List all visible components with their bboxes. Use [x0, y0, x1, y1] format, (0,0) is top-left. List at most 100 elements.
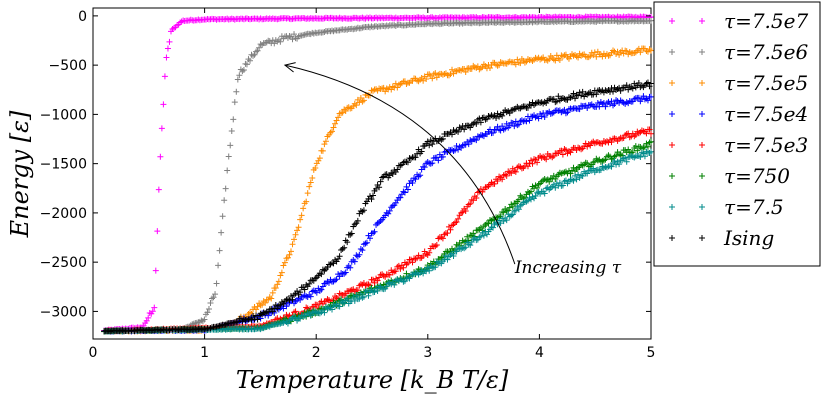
y-tick-label: −3000 — [40, 304, 87, 320]
data-point — [442, 252, 449, 259]
data-point — [641, 153, 648, 160]
data-point — [449, 131, 456, 138]
data-point — [374, 277, 381, 284]
legend-entry: τ=7.5e5 — [669, 71, 808, 95]
data-point — [426, 267, 433, 274]
data-point — [278, 269, 285, 276]
data-point — [494, 178, 501, 185]
data-point — [555, 93, 562, 100]
data-point — [622, 154, 629, 161]
legend-label: τ=7.5e5 — [724, 71, 808, 95]
annotation-text: Increasing τ — [514, 258, 622, 278]
data-point — [646, 126, 653, 133]
data-point — [637, 49, 644, 56]
data-point — [584, 160, 591, 167]
data-point — [467, 242, 474, 249]
data-point — [401, 278, 408, 285]
data-point — [294, 288, 301, 295]
data-point — [591, 49, 598, 56]
data-point — [616, 161, 623, 168]
data-point — [216, 247, 223, 254]
data-point — [292, 314, 299, 321]
data-point — [559, 151, 566, 158]
legend-entry: τ=7.5e6 — [669, 40, 808, 64]
legend-entry: τ=7.5e3 — [669, 133, 808, 157]
data-point — [356, 251, 363, 258]
data-point — [262, 299, 269, 306]
data-point — [623, 48, 630, 55]
data-point — [348, 230, 355, 237]
data-point — [576, 106, 583, 113]
data-point — [224, 167, 231, 174]
data-point — [254, 316, 261, 323]
data-point — [286, 251, 293, 258]
data-point — [161, 73, 168, 80]
data-point — [541, 190, 548, 197]
data-point — [363, 239, 370, 246]
data-point — [356, 99, 363, 106]
data-point — [564, 109, 571, 116]
data-point — [205, 306, 212, 313]
data-point — [404, 186, 411, 193]
data-point — [259, 301, 266, 308]
data-point — [149, 308, 156, 315]
legend-marker — [669, 142, 675, 148]
data-point — [289, 241, 296, 248]
data-point — [506, 204, 513, 211]
x-tick-label: 1 — [200, 345, 209, 361]
data-point — [591, 158, 598, 165]
data-point — [215, 262, 222, 269]
data-point — [204, 309, 211, 316]
data-point — [532, 193, 539, 200]
data-point — [268, 295, 275, 302]
data-point — [429, 160, 436, 167]
legend: τ=7.5e7 τ=7.5e6 τ=7.5e5 τ=7.5e4 τ=7.5e3 τ=750… — [653, 1, 821, 267]
data-point — [300, 205, 307, 212]
data-point — [357, 95, 364, 102]
data-point — [325, 279, 332, 286]
legend-label: τ=7.5 — [724, 195, 784, 219]
legend-marker — [699, 142, 705, 148]
legend-entries: τ=7.5e7 τ=7.5e6 τ=7.5e5 τ=7.5e4 τ=7.5e3 τ=750… — [669, 9, 808, 250]
legend-label: τ=7.5e7 — [724, 9, 808, 33]
data-point — [319, 147, 326, 154]
data-point — [526, 117, 533, 124]
annotation-arrow — [284, 64, 516, 265]
legend-marker — [699, 235, 705, 241]
data-point — [575, 54, 582, 61]
data-point — [321, 309, 328, 316]
data-point — [503, 120, 510, 127]
data-point — [631, 80, 638, 87]
data-point — [287, 292, 294, 299]
x-tick-label: 4 — [535, 345, 544, 361]
data-point — [354, 217, 361, 224]
data-point — [329, 128, 336, 135]
data-point — [611, 158, 618, 165]
data-point — [439, 153, 446, 160]
data-point — [297, 296, 304, 303]
y-tick-label: −2000 — [40, 206, 87, 222]
data-point — [511, 123, 518, 130]
data-point — [329, 306, 336, 313]
legend-marker — [669, 235, 675, 241]
data-point — [493, 115, 500, 122]
data-point — [420, 77, 427, 84]
y-tick-label: −2500 — [40, 255, 87, 271]
data-point — [365, 292, 372, 299]
legend-marker — [699, 49, 705, 55]
data-point — [269, 308, 276, 315]
data-point — [558, 147, 565, 154]
data-point — [490, 224, 497, 231]
data-point — [515, 196, 522, 203]
data-point — [246, 57, 253, 64]
data-point — [453, 218, 460, 225]
legend-box — [653, 1, 821, 267]
data-point — [275, 278, 282, 285]
legend-label: Ising — [723, 226, 774, 250]
data-point — [313, 289, 320, 296]
data-point — [485, 220, 492, 227]
data-point — [421, 164, 428, 171]
data-point — [294, 227, 301, 234]
data-point — [499, 123, 506, 130]
data-point — [287, 248, 294, 255]
